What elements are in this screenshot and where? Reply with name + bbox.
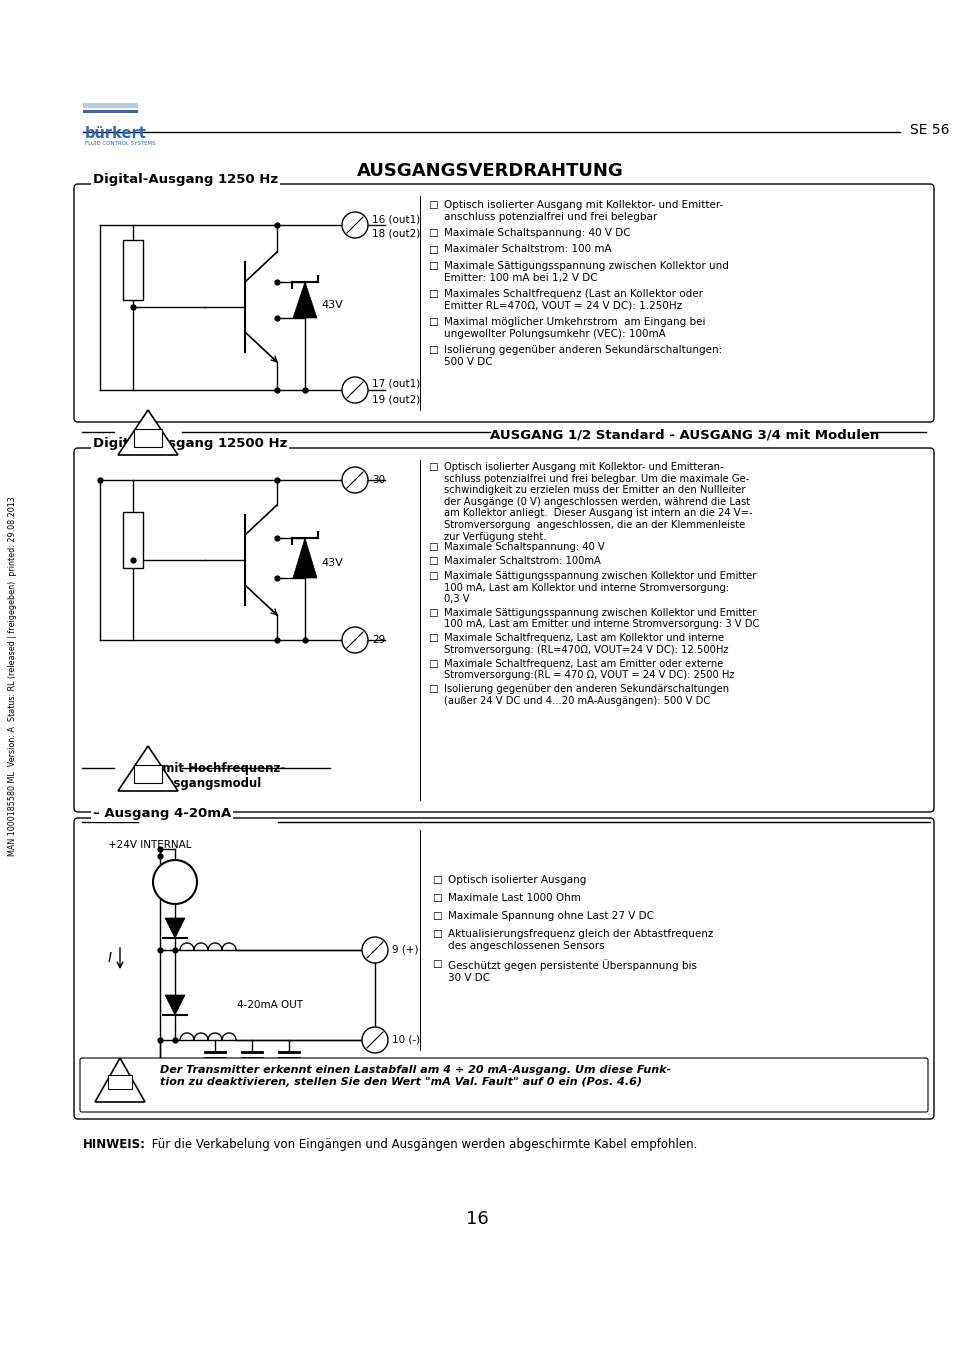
Text: AUSGANG 1/2 Standard - AUSGANG 3/4 mit Modulen: AUSGANG 1/2 Standard - AUSGANG 3/4 mit M… bbox=[490, 429, 879, 441]
Text: □: □ bbox=[428, 261, 437, 270]
Bar bbox=[83, 103, 138, 108]
Text: HINWEIS:: HINWEIS: bbox=[83, 1138, 146, 1151]
Circle shape bbox=[341, 212, 368, 238]
Text: Maximale Schaltspannung: 40 V: Maximale Schaltspannung: 40 V bbox=[443, 542, 604, 552]
Circle shape bbox=[341, 627, 368, 653]
Text: 24V COMMON: 24V COMMON bbox=[118, 1080, 192, 1090]
Text: Maximale Sättigungsspannung zwischen Kollektor und Emitter
100 mA, Last am Emitt: Maximale Sättigungsspannung zwischen Kol… bbox=[443, 607, 759, 629]
Text: □: □ bbox=[428, 542, 437, 552]
Text: Isolierung gegenüber den anderen Sekundärschaltungen
(außer 24 V DC und 4...20 m: Isolierung gegenüber den anderen Sekundä… bbox=[443, 684, 728, 706]
Text: □: □ bbox=[428, 200, 437, 210]
Text: Maximaler Schaltstrom: 100mA: Maximaler Schaltstrom: 100mA bbox=[443, 557, 600, 566]
Text: Maximale Schaltfrequenz, Last am Emitter oder externe
Stromversorgung:(RL = 470 : Maximale Schaltfrequenz, Last am Emitter… bbox=[443, 658, 734, 680]
Bar bbox=[133, 765, 162, 783]
Text: Maximaler Schaltstrom: 100 mA: Maximaler Schaltstrom: 100 mA bbox=[443, 245, 611, 254]
FancyBboxPatch shape bbox=[74, 818, 933, 1119]
Bar bbox=[108, 1075, 132, 1088]
Text: FLUID CONTROL SYSTEMS: FLUID CONTROL SYSTEMS bbox=[85, 141, 155, 146]
Text: Maximale Spannung ohne Last 27 V DC: Maximale Spannung ohne Last 27 V DC bbox=[448, 911, 654, 921]
Text: SE 56: SE 56 bbox=[909, 123, 948, 137]
Polygon shape bbox=[165, 918, 185, 938]
Polygon shape bbox=[293, 538, 316, 579]
Bar bbox=[123, 512, 143, 568]
Text: Maximale Sättigungsspannung zwischen Kollektor und Emitter
100 mA, Last am Kolle: Maximale Sättigungsspannung zwischen Kol… bbox=[443, 571, 756, 604]
Text: □: □ bbox=[428, 289, 437, 299]
Text: – Ausgang 4-20mA: – Ausgang 4-20mA bbox=[92, 807, 231, 821]
Text: Maximale Last 1000 Ohm: Maximale Last 1000 Ohm bbox=[448, 894, 580, 903]
Text: 43V: 43V bbox=[320, 558, 342, 568]
Text: 9 (+): 9 (+) bbox=[392, 945, 418, 955]
FancyBboxPatch shape bbox=[74, 184, 933, 422]
Text: Optisch isolierter Ausgang mit Kollektor- und Emitter-
anschluss potenzialfrei u: Optisch isolierter Ausgang mit Kollektor… bbox=[443, 200, 722, 222]
Text: MAN 1000185580 ML  Version: A  Status: RL (released | freigegeben)  printed: 29.: MAN 1000185580 ML Version: A Status: RL … bbox=[9, 496, 17, 856]
Text: AUSGANGSVERDRAHTUNG: AUSGANGSVERDRAHTUNG bbox=[356, 162, 622, 180]
Text: 4-20mA OUT: 4-20mA OUT bbox=[236, 1000, 303, 1010]
Text: Optisch isolierter Ausgang mit Kollektor- und Emitteran-
schluss potenzialfrei u: Optisch isolierter Ausgang mit Kollektor… bbox=[443, 462, 752, 542]
Text: Maximal möglicher Umkehrstrom  am Eingang bei
ungewollter Polungsumkehr (VEC): 1: Maximal möglicher Umkehrstrom am Eingang… bbox=[443, 316, 705, 338]
Text: □: □ bbox=[432, 911, 441, 921]
Text: Digital-Ausgang 1250 Hz: Digital-Ausgang 1250 Hz bbox=[92, 173, 278, 187]
Text: □: □ bbox=[432, 894, 441, 903]
Text: □: □ bbox=[428, 345, 437, 356]
Text: 43V: 43V bbox=[320, 300, 342, 310]
Text: □: □ bbox=[428, 607, 437, 618]
Text: 18 (out2): 18 (out2) bbox=[372, 228, 420, 239]
Text: 19 (out2): 19 (out2) bbox=[372, 393, 420, 404]
Polygon shape bbox=[293, 283, 316, 318]
Text: Maximale Schaltspannung: 40 V DC: Maximale Schaltspannung: 40 V DC bbox=[443, 228, 630, 238]
Text: 10 (-): 10 (-) bbox=[392, 1036, 419, 1045]
Text: bürkert: bürkert bbox=[85, 126, 147, 141]
Circle shape bbox=[152, 860, 196, 904]
Polygon shape bbox=[118, 746, 178, 791]
Text: □: □ bbox=[428, 684, 437, 695]
Text: □: □ bbox=[428, 228, 437, 238]
Text: +24V INTERNAL: +24V INTERNAL bbox=[108, 840, 192, 850]
Text: Aktualisierungsfrequenz gleich der Abtastfrequenz
des angeschlossenen Sensors: Aktualisierungsfrequenz gleich der Abtas… bbox=[448, 929, 713, 950]
Text: mA: mA bbox=[164, 876, 186, 888]
Text: □: □ bbox=[428, 571, 437, 581]
Text: Maximale Schaltfrequenz, Last am Kollektor und interne
Stromversorgung: (RL=470Ω: Maximale Schaltfrequenz, Last am Kollekt… bbox=[443, 633, 728, 654]
Text: □: □ bbox=[432, 929, 441, 940]
Text: Maximale Sättigungsspannung zwischen Kollektor und
Emitter: 100 mA bei 1,2 V DC: Maximale Sättigungsspannung zwischen Kol… bbox=[443, 261, 728, 283]
Text: Optisch isolierter Ausgang: Optisch isolierter Ausgang bbox=[448, 875, 586, 886]
Text: Für die Verkabelung von Eingängen und Ausgängen werden abgeschirmte Kabel empfoh: Für die Verkabelung von Eingängen und Au… bbox=[148, 1138, 697, 1151]
Circle shape bbox=[361, 1028, 388, 1053]
Text: 16 (out1): 16 (out1) bbox=[372, 214, 420, 224]
Text: Isolierung gegenüber anderen Sekundärschaltungen:
500 V DC: Isolierung gegenüber anderen Sekundärsch… bbox=[443, 345, 721, 366]
Text: Geschützt gegen persistente Überspannung bis
30 V DC: Geschützt gegen persistente Überspannung… bbox=[448, 959, 697, 983]
Text: □: □ bbox=[432, 875, 441, 886]
Text: □: □ bbox=[428, 462, 437, 472]
Text: □: □ bbox=[428, 316, 437, 327]
Text: □: □ bbox=[428, 245, 437, 254]
Polygon shape bbox=[95, 1059, 145, 1102]
FancyBboxPatch shape bbox=[80, 1059, 927, 1111]
Text: □: □ bbox=[428, 633, 437, 644]
Text: 16: 16 bbox=[465, 1210, 488, 1228]
Text: 30: 30 bbox=[372, 475, 385, 485]
Text: Nur mit Hochfrequenz-
Ausgangsmodul: Nur mit Hochfrequenz- Ausgangsmodul bbox=[134, 763, 285, 790]
Text: 29: 29 bbox=[372, 635, 385, 645]
Text: □: □ bbox=[432, 959, 441, 969]
Text: I: I bbox=[108, 950, 112, 965]
Circle shape bbox=[361, 937, 388, 963]
Circle shape bbox=[341, 466, 368, 493]
Text: Der Transmitter erkennt einen Lastabfall am 4 ÷ 20 mA-Ausgang. Um diese Funk-
ti: Der Transmitter erkennt einen Lastabfall… bbox=[160, 1065, 670, 1087]
Text: Maximales Schaltfrequenz (Last an Kollektor oder
Emitter RL=470Ω, VOUT = 24 V DC: Maximales Schaltfrequenz (Last an Kollek… bbox=[443, 289, 702, 311]
Bar bbox=[123, 241, 143, 300]
Text: Digital-Ausgang 12500 Hz: Digital-Ausgang 12500 Hz bbox=[92, 437, 287, 450]
Bar bbox=[83, 110, 138, 114]
Polygon shape bbox=[118, 410, 178, 456]
Text: 17 (out1): 17 (out1) bbox=[372, 379, 420, 389]
Bar bbox=[133, 429, 162, 448]
Text: □: □ bbox=[428, 557, 437, 566]
Text: □: □ bbox=[428, 658, 437, 669]
FancyBboxPatch shape bbox=[74, 448, 933, 813]
Polygon shape bbox=[165, 995, 185, 1015]
Circle shape bbox=[341, 377, 368, 403]
